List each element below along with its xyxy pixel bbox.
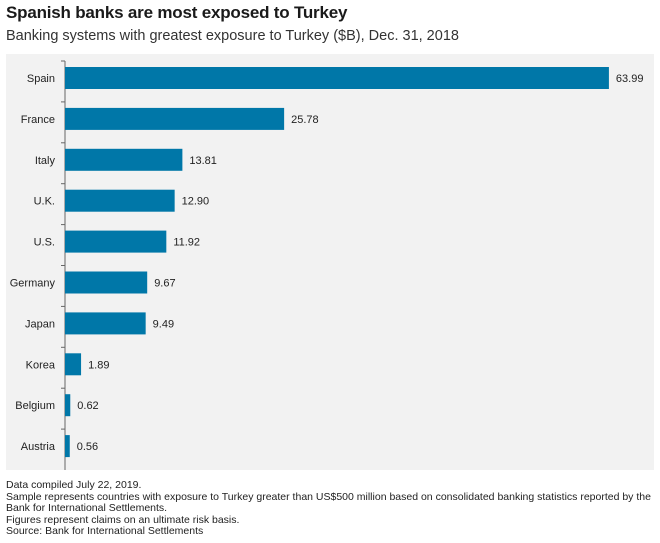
note-figures: Figures represent claims on an ultimate …: [6, 513, 240, 526]
category-label: Belgium: [15, 400, 55, 412]
note-source: Source: Bank for International Settlemen…: [6, 525, 204, 537]
value-label: 0.56: [77, 441, 98, 453]
category-label: Japan: [25, 318, 55, 330]
bar-italy: [65, 148, 183, 171]
bar-austria: [65, 435, 70, 458]
bar-us: [65, 230, 167, 253]
category-label: U.S.: [34, 237, 55, 249]
bar-japan: [65, 312, 146, 335]
chart-title: Spanish banks are most exposed to Turkey: [6, 3, 348, 22]
bar-spain: [65, 67, 609, 89]
note-sample: Sample represents countries with exposur…: [6, 490, 651, 514]
bar-korea: [65, 353, 82, 376]
value-label: 63.99: [616, 73, 644, 85]
category-label: Spain: [27, 73, 55, 85]
category-label: Austria: [21, 441, 56, 453]
chart-notes: Data compiled July 22, 2019. Sample repr…: [6, 479, 654, 538]
value-label: 12.90: [182, 196, 210, 208]
category-label: France: [21, 114, 55, 126]
bar-belgium: [65, 394, 71, 417]
bar-germany: [65, 271, 148, 294]
value-label: 9.67: [154, 278, 175, 290]
category-label: Germany: [10, 278, 56, 290]
value-label: 11.92: [173, 237, 200, 249]
value-label: 0.62: [77, 400, 98, 412]
category-label: U.K.: [34, 196, 55, 208]
chart-subtitle: Banking systems with greatest exposure t…: [6, 28, 459, 44]
value-label: 25.78: [291, 114, 319, 126]
value-label: 13.81: [189, 155, 217, 167]
category-label: Korea: [26, 359, 56, 371]
bar-france: [65, 107, 285, 130]
category-label: Italy: [35, 155, 56, 167]
bar-uk: [65, 189, 175, 212]
value-label: 9.49: [153, 318, 174, 330]
value-label: 1.89: [88, 359, 109, 371]
note-compiled: Data compiled July 22, 2019.: [6, 479, 142, 491]
